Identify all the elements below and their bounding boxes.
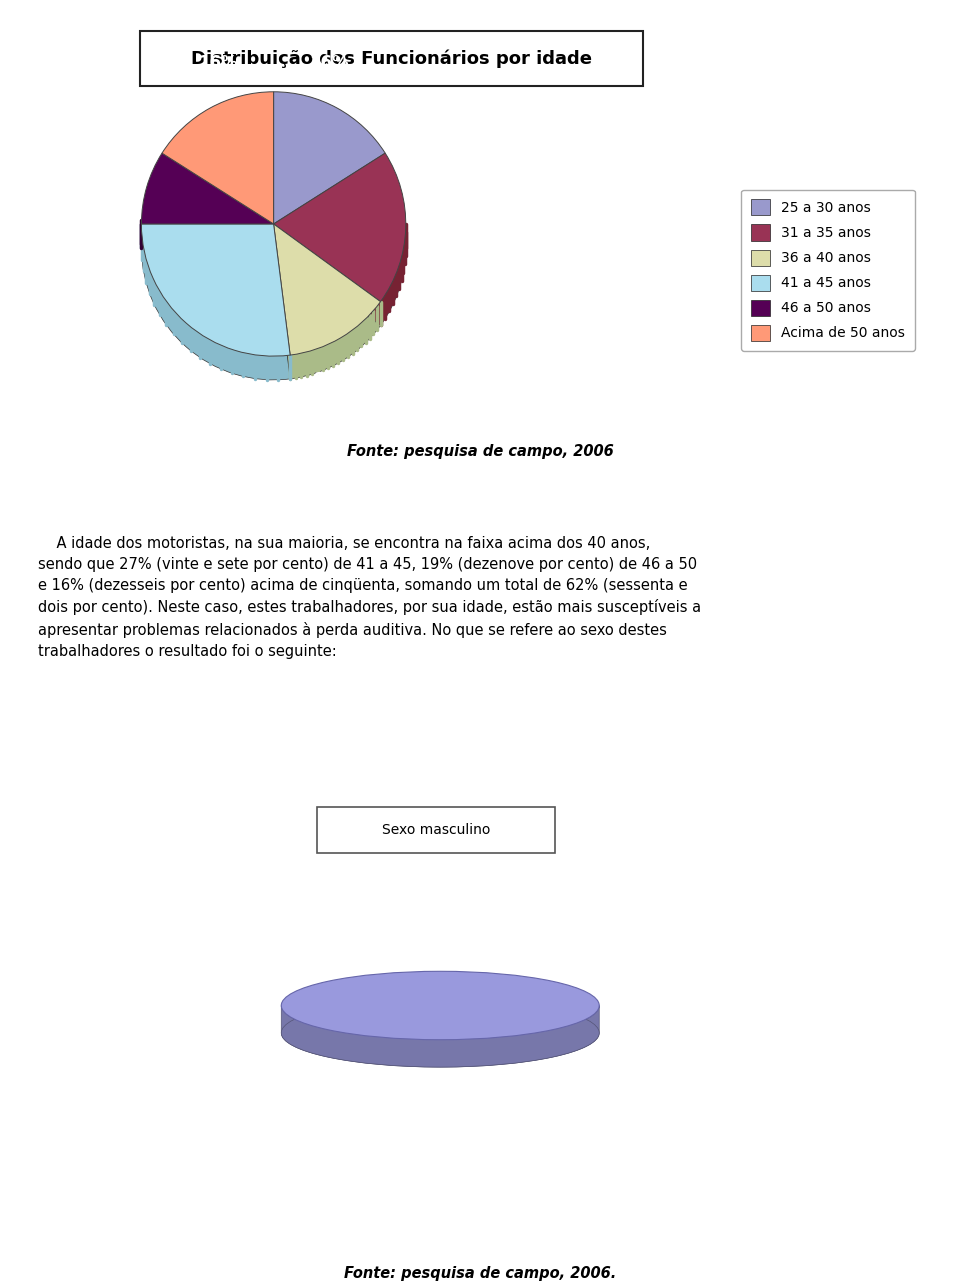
Wedge shape <box>162 91 274 224</box>
Text: 13%: 13% <box>313 371 353 389</box>
Wedge shape <box>274 177 406 325</box>
Wedge shape <box>274 248 380 379</box>
Wedge shape <box>141 248 290 380</box>
Text: 16%: 16% <box>199 54 238 72</box>
Text: 9%: 9% <box>90 164 118 182</box>
Wedge shape <box>141 224 290 356</box>
Wedge shape <box>141 153 274 224</box>
Text: Fonte: pesquisa de campo, 2006.: Fonte: pesquisa de campo, 2006. <box>344 1266 616 1281</box>
Text: Sexo masculino: Sexo masculino <box>382 822 490 837</box>
Wedge shape <box>274 224 380 355</box>
Polygon shape <box>281 1005 599 1067</box>
Text: 100%: 100% <box>415 1128 466 1146</box>
Text: A idade dos motoristas, na sua maioria, se encontra na faixa acima dos 40 anos,
: A idade dos motoristas, na sua maioria, … <box>38 536 702 659</box>
Wedge shape <box>162 116 274 248</box>
Ellipse shape <box>281 971 599 1040</box>
Text: 16%: 16% <box>309 54 348 72</box>
Wedge shape <box>274 116 385 248</box>
Legend: 25 a 30 anos, 31 a 35 anos, 36 a 40 anos, 41 a 45 anos, 46 a 50 anos, Acima de 5: 25 a 30 anos, 31 a 35 anos, 36 a 40 anos… <box>741 190 915 351</box>
Text: 19%: 19% <box>415 199 455 217</box>
Text: 27%: 27% <box>95 265 135 283</box>
Text: 1: 1 <box>435 1097 446 1115</box>
Wedge shape <box>141 177 274 248</box>
Wedge shape <box>274 153 406 302</box>
FancyBboxPatch shape <box>140 31 643 86</box>
Wedge shape <box>274 91 385 224</box>
Ellipse shape <box>281 998 599 1067</box>
Text: Fonte: pesquisa de campo, 2006: Fonte: pesquisa de campo, 2006 <box>347 445 613 459</box>
FancyBboxPatch shape <box>317 807 555 853</box>
Text: Distribuição dos Funcionários por idade: Distribuição dos Funcionários por idade <box>191 49 592 68</box>
